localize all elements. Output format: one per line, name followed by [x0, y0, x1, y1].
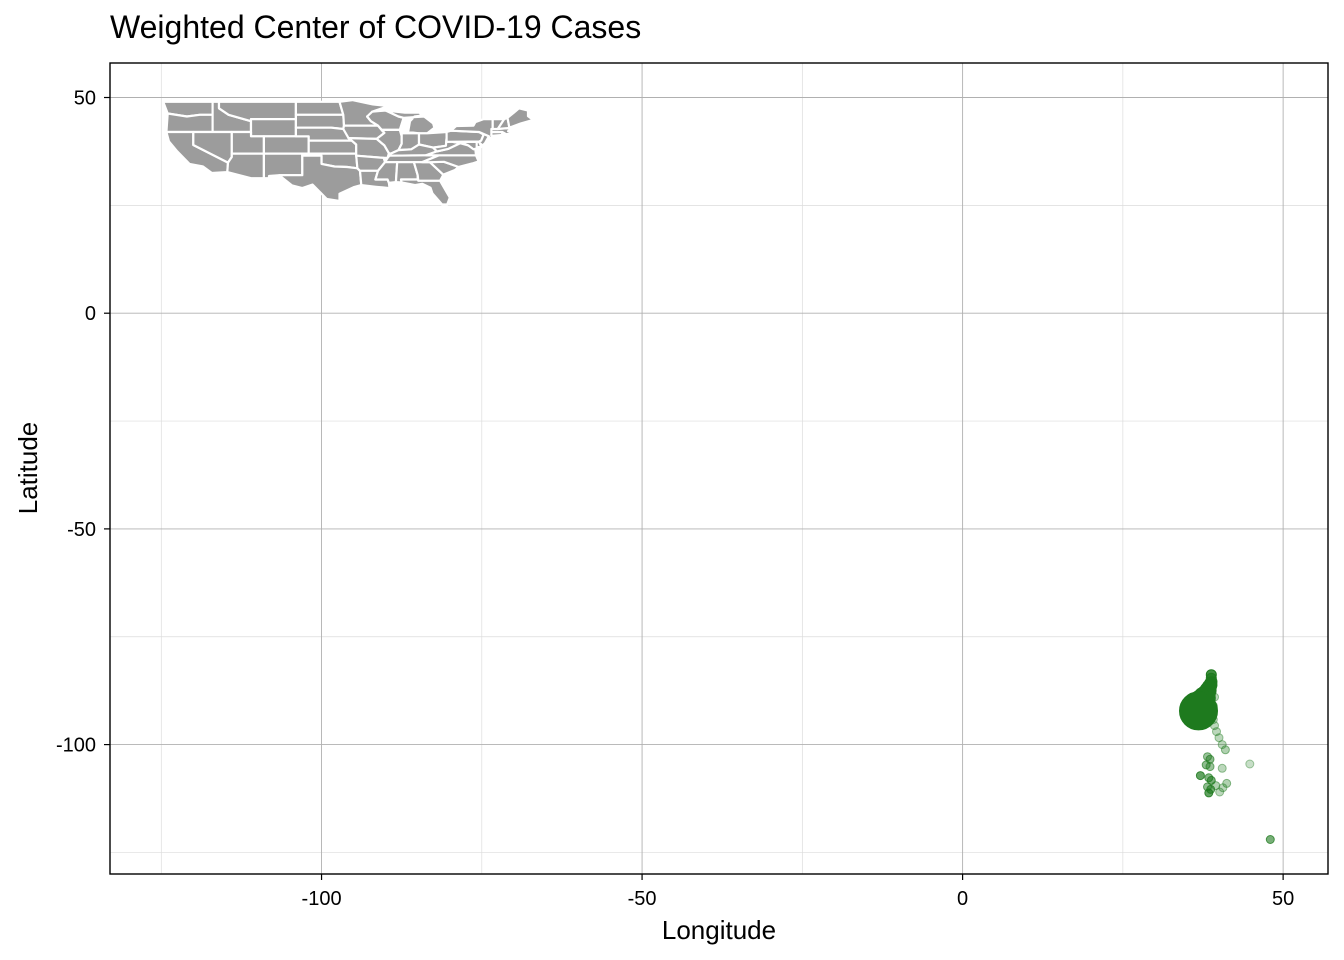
data-point — [1203, 782, 1212, 792]
state-oregon — [165, 112, 214, 134]
state-maine — [506, 107, 535, 129]
x-tick-label: -100 — [302, 888, 342, 910]
x-axis: -100 -50 0 50 — [302, 874, 1294, 910]
us-states-map — [162, 99, 535, 206]
data-point — [1203, 752, 1212, 762]
x-tick-label: 50 — [1272, 888, 1294, 910]
grid — [110, 63, 1328, 874]
x-axis-title: Longitude — [662, 915, 776, 945]
data-point — [1214, 733, 1224, 743]
y-tick-label: 50 — [74, 88, 96, 110]
state-utah — [230, 130, 265, 155]
data-point — [1205, 754, 1215, 764]
chart-title: Weighted Center of COVID-19 Cases — [110, 9, 641, 45]
state-north-dakota — [294, 100, 345, 116]
state-colorado — [262, 135, 310, 155]
data-point — [1265, 835, 1275, 844]
y-axis: 50 0 -50 -100 — [56, 88, 110, 757]
data-point — [1217, 740, 1227, 750]
data-point — [1245, 759, 1255, 769]
state-kansas — [307, 139, 358, 155]
data-point — [1220, 745, 1230, 755]
y-axis-title: Latitude — [13, 422, 43, 515]
state-wyoming — [249, 118, 297, 138]
case-center-points — [1179, 669, 1275, 844]
data-point — [1215, 787, 1225, 797]
x-tick-label: -50 — [628, 888, 657, 910]
data-point — [1217, 763, 1227, 773]
y-tick-label: -50 — [67, 519, 96, 541]
data-point — [1212, 727, 1221, 737]
y-tick-label: -100 — [56, 735, 96, 757]
data-point — [1195, 771, 1205, 781]
data-point — [1222, 778, 1232, 788]
data-point — [1179, 691, 1218, 731]
state-arizona — [226, 152, 265, 180]
data-point — [1204, 773, 1214, 783]
y-tick-label: 0 — [85, 303, 96, 325]
x-tick-label: 0 — [957, 888, 968, 910]
plot-frame — [109, 62, 1329, 875]
plot-area — [109, 62, 1329, 875]
state-mississippi — [374, 161, 399, 184]
state-florida — [399, 178, 451, 206]
